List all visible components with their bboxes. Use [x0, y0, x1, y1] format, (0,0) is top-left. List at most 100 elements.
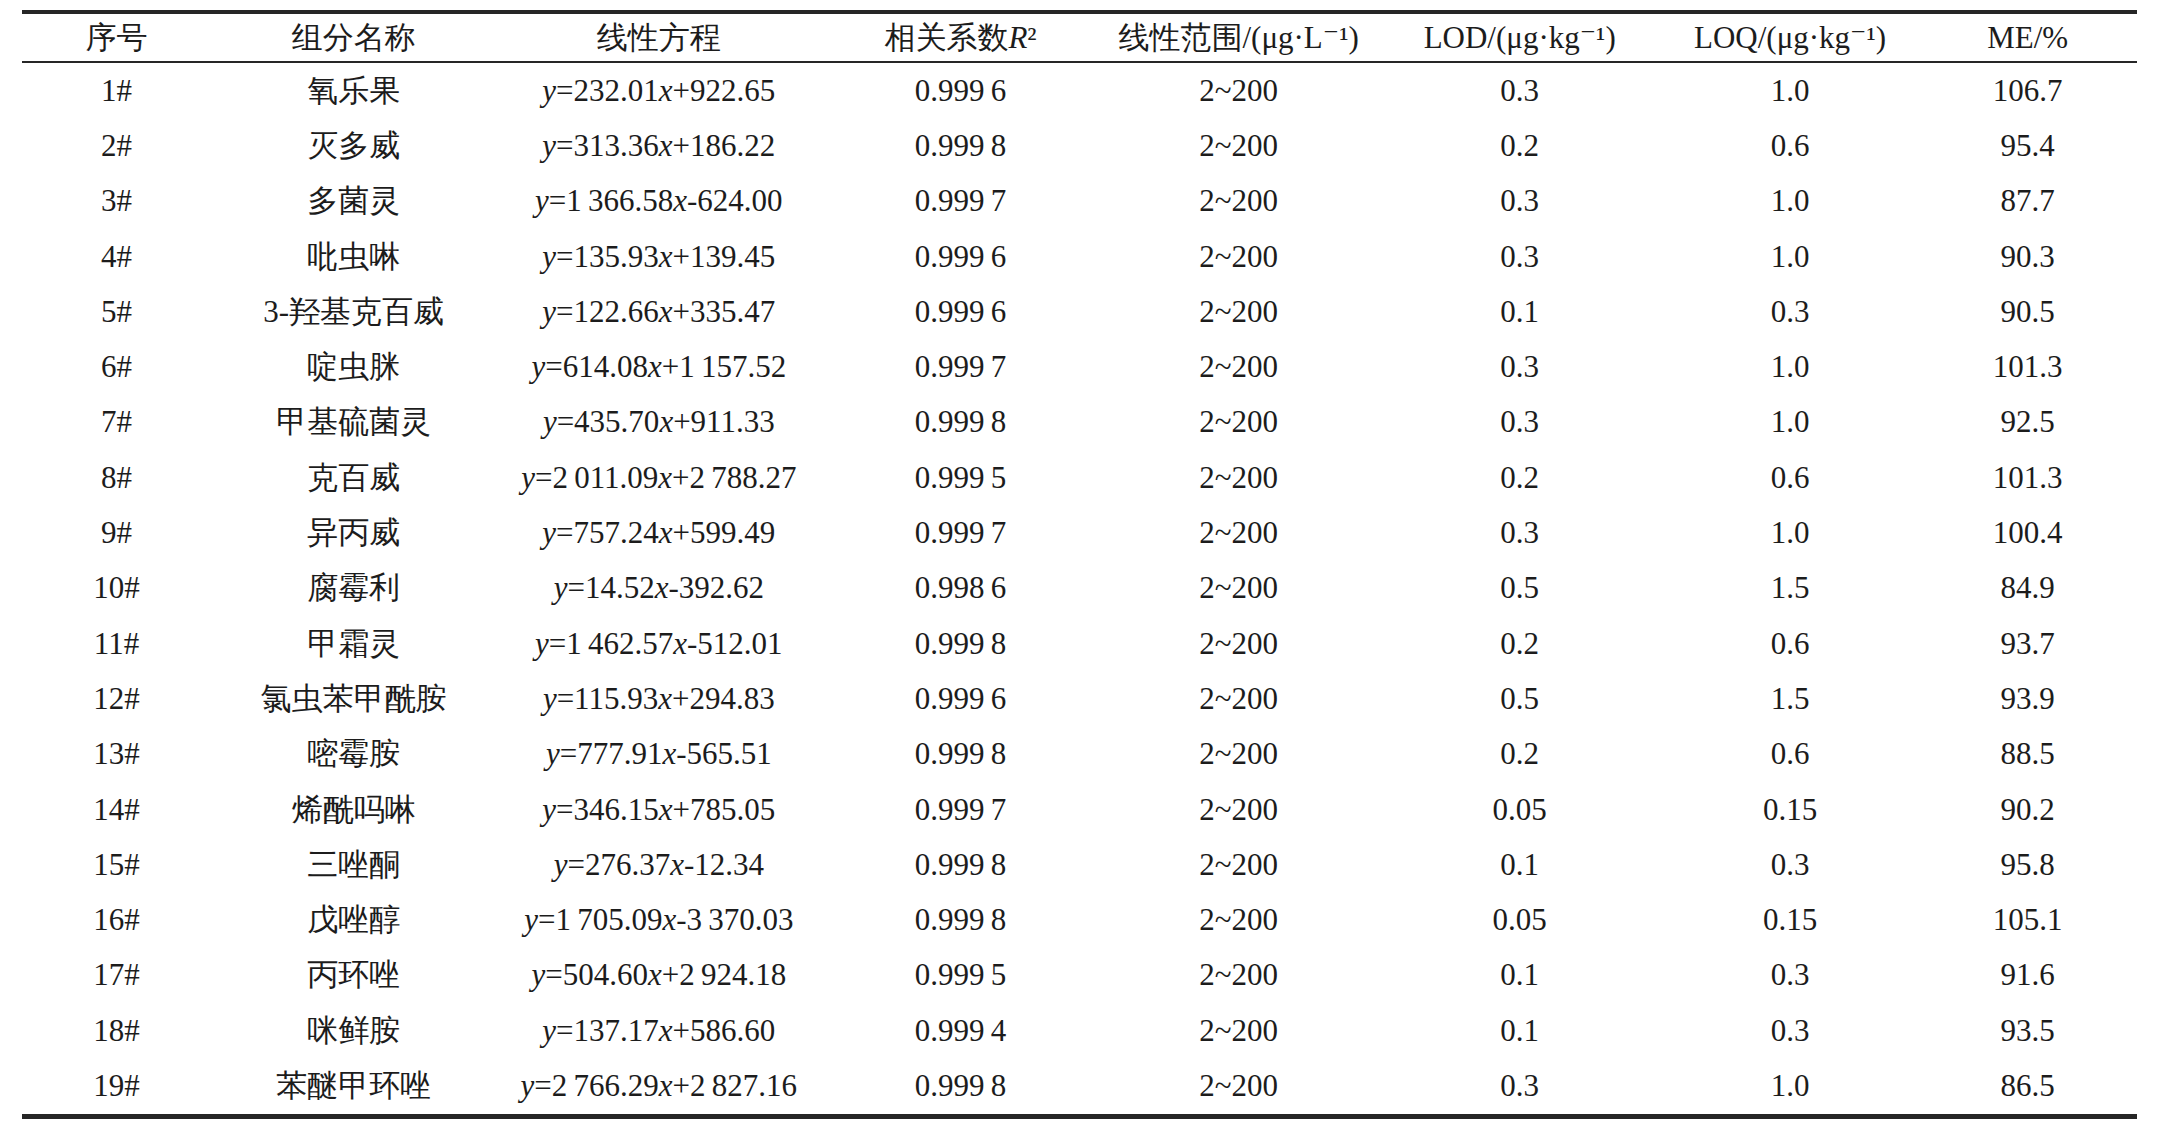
equation-cell: y=346.15x+785.05 — [496, 782, 821, 837]
equation-cell: y=232.01x+922.65 — [496, 62, 821, 118]
equation-cell: y=2 766.29x+2 827.16 — [496, 1058, 821, 1116]
matrix-effect-cell: 92.5 — [1918, 395, 2137, 450]
equation-cell: y=777.91x-565.51 — [496, 727, 821, 782]
serial-cell: 16# — [22, 892, 211, 947]
serial-cell: 15# — [22, 837, 211, 892]
compound-name-cell: 甲基硫菌灵 — [211, 395, 496, 450]
linear-range-cell: 2~200 — [1100, 671, 1378, 726]
matrix-effect-cell: 84.9 — [1918, 561, 2137, 616]
loq-cell: 1.0 — [1662, 174, 1919, 229]
table-header-row: 序号 组分名称 线性方程 相关系数R² 线性范围/(μg·L⁻¹) LOD/(μ… — [22, 12, 2137, 62]
compound-name-cell: 苯醚甲环唑 — [211, 1058, 496, 1116]
linear-range-cell: 2~200 — [1100, 118, 1378, 173]
matrix-effect-cell: 93.5 — [1918, 1003, 2137, 1058]
table-row: 1# 氧乐果 y=232.01x+922.65 0.999 6 2~200 0.… — [22, 62, 2137, 118]
matrix-effect-cell: 100.4 — [1918, 505, 2137, 560]
table-row: 6# 啶虫脒 y=614.08x+1 157.52 0.999 7 2~200 … — [22, 339, 2137, 394]
linear-range-cell: 2~200 — [1100, 1058, 1378, 1116]
table-row: 11# 甲霜灵 y=1 462.57x-512.01 0.999 8 2~200… — [22, 616, 2137, 671]
matrix-effect-cell: 95.4 — [1918, 118, 2137, 173]
linear-range-cell: 2~200 — [1100, 561, 1378, 616]
col-header-lod: LOD/(μg·kg⁻¹) — [1378, 12, 1662, 62]
linear-range-cell: 2~200 — [1100, 948, 1378, 1003]
table-row: 7# 甲基硫菌灵 y=435.70x+911.33 0.999 8 2~200 … — [22, 395, 2137, 450]
linear-range-cell: 2~200 — [1100, 892, 1378, 947]
matrix-effect-cell: 90.5 — [1918, 284, 2137, 339]
serial-cell: 13# — [22, 727, 211, 782]
compound-name-cell: 3-羟基克百威 — [211, 284, 496, 339]
matrix-effect-cell: 91.6 — [1918, 948, 2137, 1003]
equation-cell: y=313.36x+186.22 — [496, 118, 821, 173]
table-row: 2# 灭多威 y=313.36x+186.22 0.999 8 2~200 0.… — [22, 118, 2137, 173]
table-row: 5# 3-羟基克百威 y=122.66x+335.47 0.999 6 2~20… — [22, 284, 2137, 339]
matrix-effect-cell: 90.3 — [1918, 229, 2137, 284]
compound-name-cell: 多菌灵 — [211, 174, 496, 229]
matrix-effect-cell: 105.1 — [1918, 892, 2137, 947]
lod-cell: 0.05 — [1378, 782, 1662, 837]
serial-cell: 3# — [22, 174, 211, 229]
r2-cell: 0.999 6 — [821, 62, 1099, 118]
r2-cell: 0.999 7 — [821, 505, 1099, 560]
matrix-effect-cell: 101.3 — [1918, 450, 2137, 505]
serial-cell: 12# — [22, 671, 211, 726]
compound-name-cell: 戊唑醇 — [211, 892, 496, 947]
r2-cell: 0.999 8 — [821, 892, 1099, 947]
equation-cell: y=276.37x-12.34 — [496, 837, 821, 892]
table-header: 序号 组分名称 线性方程 相关系数R² 线性范围/(μg·L⁻¹) LOD/(μ… — [22, 12, 2137, 62]
loq-cell: 0.6 — [1662, 727, 1919, 782]
r2-cell: 0.999 7 — [821, 782, 1099, 837]
r2-cell: 0.999 8 — [821, 616, 1099, 671]
table-row: 4# 吡虫啉 y=135.93x+139.45 0.999 6 2~200 0.… — [22, 229, 2137, 284]
col-header-linear-range: 线性范围/(μg·L⁻¹) — [1100, 12, 1378, 62]
loq-cell: 0.15 — [1662, 782, 1919, 837]
serial-cell: 18# — [22, 1003, 211, 1058]
equation-cell: y=122.66x+335.47 — [496, 284, 821, 339]
compound-name-cell: 氯虫苯甲酰胺 — [211, 671, 496, 726]
linear-range-cell: 2~200 — [1100, 339, 1378, 394]
table-body: 1# 氧乐果 y=232.01x+922.65 0.999 6 2~200 0.… — [22, 62, 2137, 1116]
loq-cell: 0.6 — [1662, 118, 1919, 173]
linear-range-cell: 2~200 — [1100, 450, 1378, 505]
r2-cell: 0.999 6 — [821, 671, 1099, 726]
serial-cell: 5# — [22, 284, 211, 339]
r2-cell: 0.999 7 — [821, 339, 1099, 394]
lod-cell: 0.3 — [1378, 62, 1662, 118]
lod-cell: 0.3 — [1378, 395, 1662, 450]
loq-cell: 0.6 — [1662, 450, 1919, 505]
col-header-compound-name: 组分名称 — [211, 12, 496, 62]
compound-name-cell: 三唑酮 — [211, 837, 496, 892]
loq-cell: 1.0 — [1662, 1058, 1919, 1116]
r2-cell: 0.999 6 — [821, 284, 1099, 339]
lod-cell: 0.2 — [1378, 450, 1662, 505]
results-table-container: 序号 组分名称 线性方程 相关系数R² 线性范围/(μg·L⁻¹) LOD/(μ… — [0, 0, 2159, 1119]
r2-cell: 0.998 6 — [821, 561, 1099, 616]
equation-cell: y=1 705.09x-3 370.03 — [496, 892, 821, 947]
serial-cell: 19# — [22, 1058, 211, 1116]
matrix-effect-cell: 86.5 — [1918, 1058, 2137, 1116]
compound-name-cell: 腐霉利 — [211, 561, 496, 616]
lod-cell: 0.2 — [1378, 727, 1662, 782]
pesticide-linearity-table: 序号 组分名称 线性方程 相关系数R² 线性范围/(μg·L⁻¹) LOD/(μ… — [22, 10, 2137, 1119]
col-header-matrix-effect: ME/% — [1918, 12, 2137, 62]
linear-range-cell: 2~200 — [1100, 62, 1378, 118]
r2-cell: 0.999 6 — [821, 229, 1099, 284]
loq-cell: 1.0 — [1662, 339, 1919, 394]
loq-cell: 1.0 — [1662, 395, 1919, 450]
lod-cell: 0.2 — [1378, 616, 1662, 671]
loq-cell: 0.3 — [1662, 1003, 1919, 1058]
r2-cell: 0.999 7 — [821, 174, 1099, 229]
equation-cell: y=2 011.09x+2 788.27 — [496, 450, 821, 505]
matrix-effect-cell: 93.9 — [1918, 671, 2137, 726]
loq-cell: 1.5 — [1662, 671, 1919, 726]
linear-range-cell: 2~200 — [1100, 395, 1378, 450]
linear-range-cell: 2~200 — [1100, 616, 1378, 671]
matrix-effect-cell: 106.7 — [1918, 62, 2137, 118]
equation-cell: y=757.24x+599.49 — [496, 505, 821, 560]
r2-cell: 0.999 8 — [821, 395, 1099, 450]
lod-cell: 0.1 — [1378, 284, 1662, 339]
serial-cell: 6# — [22, 339, 211, 394]
equation-cell: y=1 462.57x-512.01 — [496, 616, 821, 671]
linear-range-cell: 2~200 — [1100, 229, 1378, 284]
lod-cell: 0.05 — [1378, 892, 1662, 947]
compound-name-cell: 咪鲜胺 — [211, 1003, 496, 1058]
